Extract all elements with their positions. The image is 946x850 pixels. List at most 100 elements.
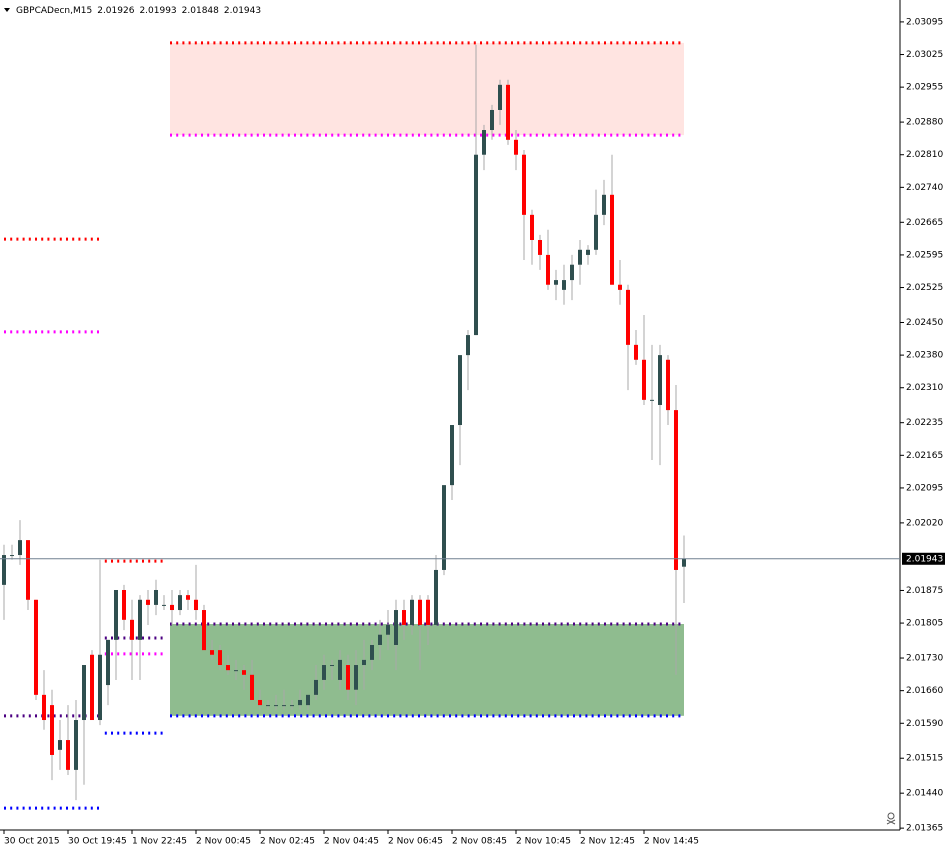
x-tick-label: 2 Nov 12:45	[580, 837, 635, 847]
candle-body	[194, 599, 198, 611]
header-high: 2.01993	[139, 6, 176, 16]
chart-title: GBPCADecn,M15	[16, 6, 92, 16]
candle-body	[330, 665, 334, 667]
candle-body	[298, 699, 302, 706]
candle-body	[594, 214, 598, 250]
candle-body	[498, 84, 502, 110]
candle-body	[50, 705, 54, 755]
candle-body	[386, 624, 390, 635]
candle-body	[138, 599, 142, 640]
candle-body	[306, 694, 310, 706]
y-tick-label: 2.02020	[906, 518, 943, 528]
candle-body	[554, 280, 558, 285]
x-tick-label: 2 Nov 00:45	[196, 837, 251, 847]
y-tick-label: 2.02310	[906, 383, 943, 393]
y-tick-label: 2.01590	[906, 719, 943, 729]
candle-body	[610, 194, 614, 285]
candle-body	[18, 540, 22, 556]
y-tick-label: 2.02450	[906, 318, 943, 328]
candle-body	[90, 654, 94, 721]
y-tick-label: 2.03095	[906, 17, 943, 27]
candle-body	[482, 130, 486, 155]
candle-body	[26, 540, 30, 600]
candle-body	[258, 699, 262, 706]
candle-body	[314, 679, 318, 695]
candle-body	[234, 670, 238, 672]
x-tick-label: 2 Nov 10:45	[516, 837, 571, 847]
candle-body	[274, 705, 278, 707]
candle-body	[442, 485, 446, 570]
candle-body	[2, 555, 6, 585]
candle-body	[506, 84, 510, 140]
header-close: 2.01943	[224, 6, 261, 16]
candle-body	[338, 659, 342, 680]
candle-body	[130, 619, 134, 640]
zone	[170, 624, 684, 716]
skull-bone	[886, 819, 896, 825]
candle-body	[626, 289, 630, 345]
skull-head	[887, 812, 895, 820]
candle-body	[490, 109, 494, 131]
candle-body	[290, 705, 294, 707]
candle-body	[322, 665, 326, 680]
candle-body	[642, 359, 646, 400]
candle-body	[170, 604, 174, 611]
candle-body	[154, 589, 158, 605]
y-tick-label: 2.02095	[906, 483, 943, 493]
skull-icon	[886, 812, 896, 825]
x-tick-label: 30 Oct 2015	[4, 837, 60, 847]
y-tick-label: 2.01440	[906, 789, 943, 799]
candle-body	[282, 705, 286, 707]
y-tick-label: 2.01730	[906, 654, 943, 664]
candle-body	[418, 599, 422, 625]
candle-body	[466, 335, 470, 356]
candle-body	[426, 599, 430, 625]
candle-body	[218, 650, 222, 666]
x-tick-label: 2 Nov 14:45	[644, 837, 699, 847]
candle-body	[522, 154, 526, 215]
y-tick-label: 2.01515	[906, 754, 943, 764]
candle-body	[146, 599, 150, 605]
chart-header: GBPCADecn,M15 2.01926 2.01993 2.01848 2.0194…	[16, 6, 261, 16]
y-tick-label: 2.02810	[906, 150, 943, 160]
candle-body	[354, 665, 358, 690]
candle-body	[266, 705, 270, 707]
candle-body	[546, 254, 550, 285]
candle-body	[362, 659, 366, 666]
candle-body	[370, 644, 374, 660]
candle-body	[474, 154, 478, 336]
candle-body	[34, 599, 38, 695]
candle-body	[634, 344, 638, 360]
candle-body	[618, 284, 622, 290]
candle-body	[530, 214, 534, 241]
current-price-label: 2.01943	[906, 554, 943, 564]
candle-body	[658, 355, 662, 405]
candle-body	[66, 740, 70, 770]
y-tick-label: 2.02740	[906, 183, 943, 193]
x-tick-label: 1 Nov 22:45	[132, 837, 187, 847]
candle-body	[674, 410, 678, 570]
candle-body	[402, 610, 406, 625]
candle-body	[410, 599, 414, 625]
candle-body	[562, 280, 566, 290]
zone	[170, 42, 684, 136]
candle-body	[394, 610, 398, 645]
x-tick-label: 2 Nov 02:45	[260, 837, 315, 847]
y-tick-label: 2.02955	[906, 83, 943, 93]
x-tick-label: 30 Oct 19:45	[68, 837, 127, 847]
candle-body	[186, 595, 190, 600]
y-tick-label: 2.01660	[906, 686, 943, 696]
candle-body	[378, 634, 382, 645]
candle-body	[434, 569, 438, 625]
candle-body	[74, 720, 78, 770]
y-tick-label: 2.02235	[906, 418, 943, 428]
x-tick-label: 2 Nov 04:45	[324, 837, 379, 847]
x-tick-label: 2 Nov 06:45	[388, 837, 443, 847]
candle-body	[106, 639, 110, 686]
candle-body	[178, 595, 182, 611]
header-open: 2.01926	[97, 6, 134, 16]
candle-body	[602, 194, 606, 215]
plot-area	[2, 41, 686, 810]
candle-body	[226, 665, 230, 671]
y-tick-label: 2.02665	[906, 218, 943, 228]
